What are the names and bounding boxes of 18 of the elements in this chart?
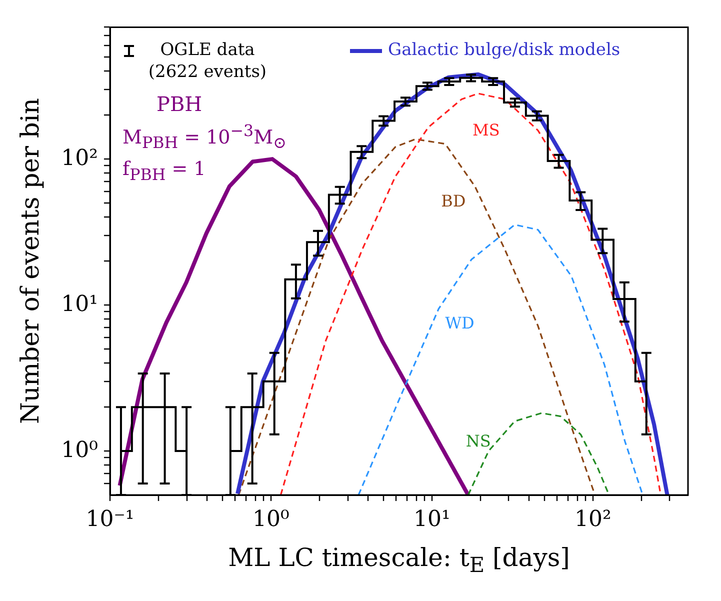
y-tick-label: 10² <box>61 146 98 171</box>
y-tick-label: 10¹ <box>61 292 98 317</box>
series-label: MS <box>472 120 500 140</box>
y-tick-label: 10⁰ <box>61 438 98 463</box>
annotation: M$_{PBH}$ = 10$^{−3}$M$_{⊙}$ <box>122 120 286 154</box>
series-label: WD <box>445 313 474 332</box>
legend-label: Galactic bulge/disk models <box>388 39 620 62</box>
x-axis-title: ML LC timescale: t$_{E}$ [days] <box>227 543 571 577</box>
x-tick-label: 10⁻¹ <box>86 506 134 532</box>
x-tick-label: 10¹ <box>413 506 450 532</box>
y-axis-title: Number of events per bin <box>16 98 44 424</box>
series-label: NS <box>466 432 491 451</box>
text: PBH <box>156 92 202 116</box>
series-label: BD <box>441 192 466 211</box>
x-tick-label: 10² <box>574 506 612 532</box>
legend-label: OGLE data (2622 events) <box>147 39 268 84</box>
x-tick-label: 10⁰ <box>252 506 290 532</box>
annotation: f$_{PBH}$ = 1 <box>122 157 207 186</box>
